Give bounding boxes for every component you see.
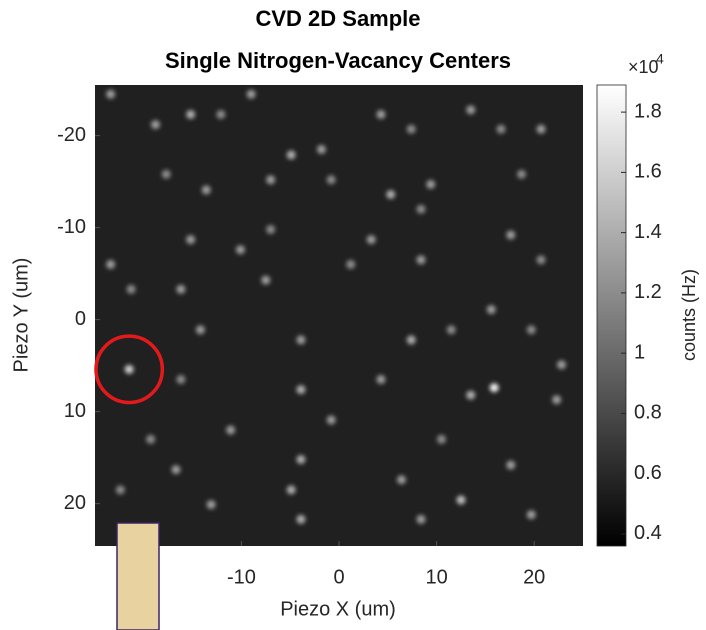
spot: [176, 284, 186, 294]
colorbar-tick-label: 1.4: [634, 221, 662, 243]
colorbar-multiplier: ×10: [628, 57, 659, 77]
spot: [426, 179, 436, 189]
spot: [186, 109, 196, 119]
spot: [201, 185, 211, 195]
spot: [526, 325, 536, 335]
spot: [286, 485, 296, 495]
spot: [456, 495, 466, 505]
x-tick-label: -10: [227, 566, 256, 588]
spot: [171, 465, 181, 475]
spot: [376, 109, 386, 119]
spot: [416, 255, 426, 265]
spot: [296, 455, 306, 465]
y-tick-label: -10: [57, 216, 86, 238]
y-tick-label: 20: [64, 492, 86, 514]
spot: [216, 109, 226, 119]
spot: [489, 383, 499, 393]
spot: [552, 395, 562, 405]
image-background: [95, 85, 583, 546]
colorbar-tick-label: 1.6: [634, 161, 662, 183]
colorbar: [596, 84, 627, 547]
spot: [115, 485, 125, 495]
colorbar-tick-label: 0.8: [634, 402, 662, 424]
spot: [536, 124, 546, 134]
spot: [126, 284, 136, 294]
spot: [226, 425, 236, 435]
spot: [286, 150, 296, 160]
spot: [106, 89, 116, 99]
spot: [496, 124, 506, 134]
spot: [266, 224, 276, 234]
spot: [486, 305, 496, 315]
x-axis-label: Piezo X (um): [280, 598, 396, 620]
spot: [235, 245, 245, 255]
spot: [186, 235, 196, 245]
spot: [206, 500, 216, 510]
spot: [517, 169, 527, 179]
spot: [296, 514, 306, 524]
x-tick-label: 10: [425, 566, 447, 588]
spot: [506, 230, 516, 240]
spot: [106, 259, 116, 269]
y-tick-label: 10: [64, 400, 86, 422]
spot: [406, 124, 416, 134]
spot: [466, 105, 476, 115]
spot: [176, 374, 186, 384]
y-tick-label: -20: [57, 124, 86, 146]
spot: [406, 335, 416, 345]
colorbar-tick-label: 1.2: [634, 281, 662, 303]
spot: [326, 175, 336, 185]
colorbar-tick-label: 1.8: [634, 100, 662, 122]
spot: [557, 360, 567, 370]
spot: [195, 325, 205, 335]
spot: [246, 89, 256, 99]
spot: [326, 415, 336, 425]
spot: [161, 169, 171, 179]
spot: [416, 514, 426, 524]
spot: [416, 204, 426, 214]
colorbar-label: counts (Hz): [679, 269, 699, 361]
spot: [386, 189, 396, 199]
colorbar-exponent: 4: [656, 51, 664, 67]
spot: [266, 175, 276, 185]
spot: [506, 460, 516, 470]
spot: [151, 120, 161, 130]
spot: [296, 385, 306, 395]
highlight-circle: [94, 334, 165, 405]
y-axis-label: Piezo Y (um): [10, 258, 32, 373]
colorbar-tick-label: 0.6: [634, 462, 662, 484]
image-area: [95, 85, 583, 546]
spot: [436, 434, 446, 444]
x-tick-label: 20: [523, 566, 545, 588]
occluding-box: [116, 522, 160, 630]
spot: [526, 510, 536, 520]
spot: [296, 335, 306, 345]
chart-subtitle: Single Nitrogen-Vacancy Centers: [165, 48, 511, 73]
spot: [316, 144, 326, 154]
spot: [346, 259, 356, 269]
spot: [376, 374, 386, 384]
spot: [466, 390, 476, 400]
colorbar-tick-label: 0.4: [634, 522, 662, 544]
x-tick-label: 0: [333, 566, 344, 588]
chart-title: CVD 2D Sample: [255, 6, 420, 31]
spot: [124, 364, 134, 374]
spot: [396, 475, 406, 485]
colorbar-tick-label: 1: [634, 341, 645, 363]
y-tick-label: 0: [75, 308, 86, 330]
spot: [366, 235, 376, 245]
spot: [146, 434, 156, 444]
spot: [536, 255, 546, 265]
spot: [446, 325, 456, 335]
spot: [261, 275, 271, 285]
overlay: -20-1001020-20-10010200.40.60.811.21.41.…: [57, 84, 662, 630]
